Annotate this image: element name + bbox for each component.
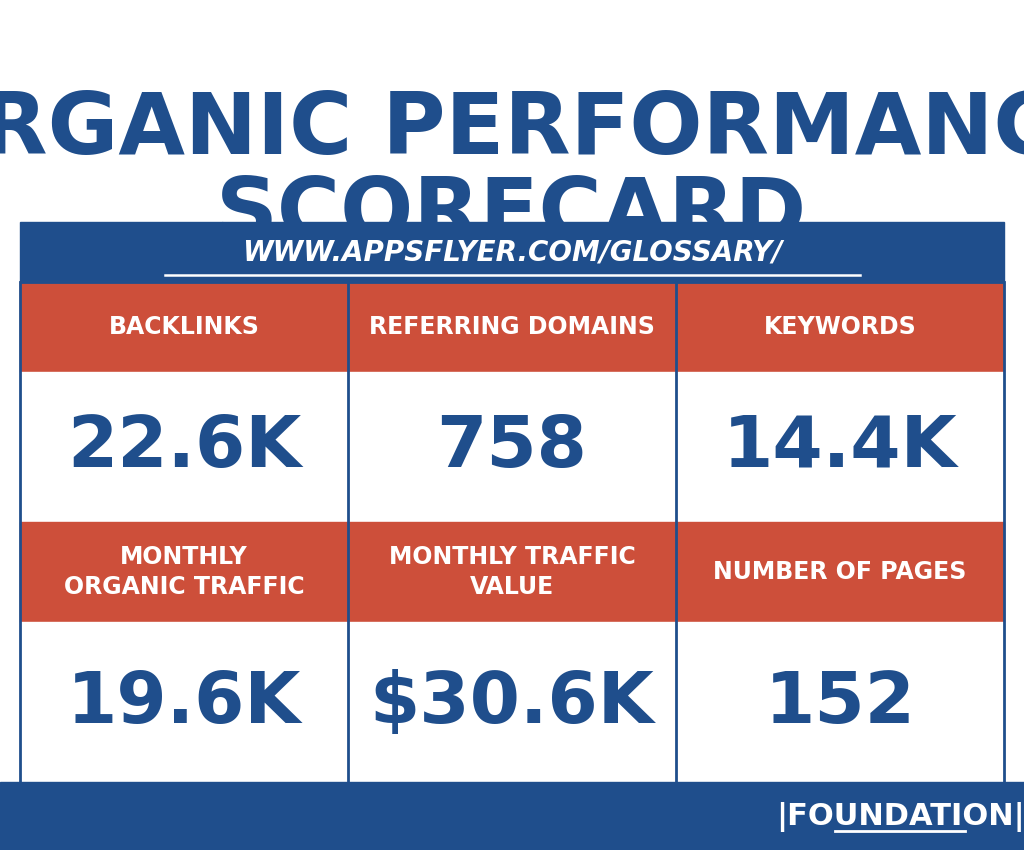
Bar: [20, 282, 1004, 785]
Text: 758: 758: [436, 412, 588, 481]
Bar: [676, 522, 1004, 622]
Bar: [348, 282, 676, 372]
Text: ORGANIC PERFORMANCE: ORGANIC PERFORMANCE: [0, 88, 1024, 172]
Text: REFERRING DOMAINS: REFERRING DOMAINS: [369, 315, 655, 339]
Bar: [20, 282, 348, 372]
Bar: [348, 522, 676, 622]
Bar: [676, 282, 1004, 372]
Text: BACKLINKS: BACKLINKS: [109, 315, 259, 339]
Text: $30.6K: $30.6K: [370, 669, 654, 738]
Text: 19.6K: 19.6K: [67, 669, 301, 738]
Text: KEYWORDS: KEYWORDS: [764, 315, 916, 339]
Bar: [20, 222, 1004, 282]
Text: 152: 152: [765, 669, 915, 738]
Bar: [20, 522, 348, 622]
Bar: [0, 782, 1024, 850]
Text: |FOUNDATION|: |FOUNDATION|: [775, 802, 1024, 832]
Bar: [20, 622, 348, 785]
Text: WWW.APPSFLYER.COM/GLOSSARY/: WWW.APPSFLYER.COM/GLOSSARY/: [242, 238, 782, 266]
Bar: [348, 372, 676, 522]
Text: MONTHLY TRAFFIC
VALUE: MONTHLY TRAFFIC VALUE: [389, 545, 635, 599]
Text: 14.4K: 14.4K: [723, 412, 957, 481]
Bar: [676, 622, 1004, 785]
Text: 22.6K: 22.6K: [67, 412, 301, 481]
Bar: [348, 622, 676, 785]
Text: SCORECARD: SCORECARD: [216, 173, 808, 257]
Bar: [20, 372, 348, 522]
Text: NUMBER OF PAGES: NUMBER OF PAGES: [714, 560, 967, 584]
Text: MONTHLY
ORGANIC TRAFFIC: MONTHLY ORGANIC TRAFFIC: [63, 545, 304, 599]
Bar: [676, 372, 1004, 522]
